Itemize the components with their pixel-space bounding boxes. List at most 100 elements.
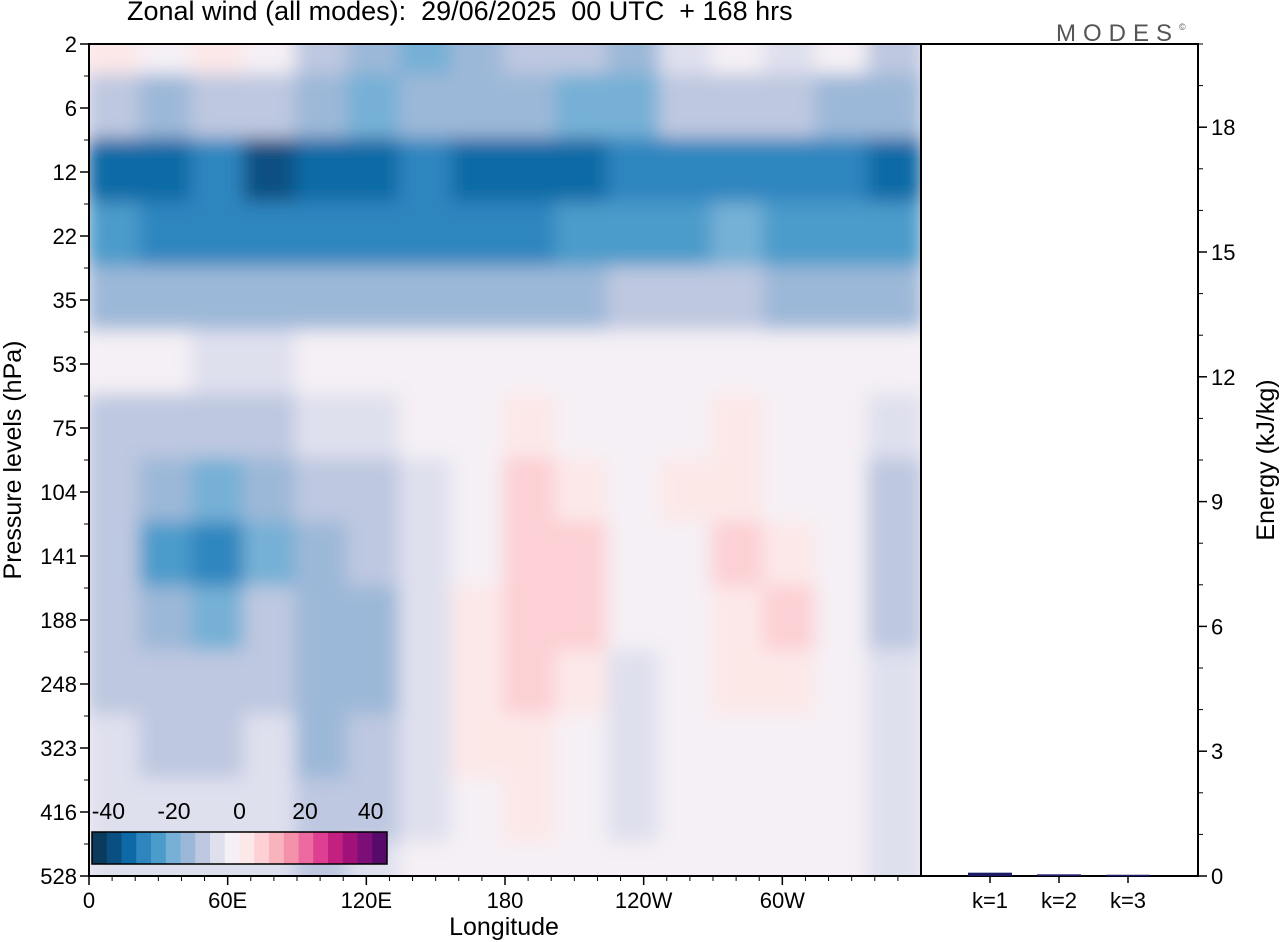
heatmap-cell [867,138,921,206]
heatmap-cell [139,650,195,718]
heatmap-cell [399,138,455,206]
heatmap-cell [555,842,611,876]
y-tick-label: 104 [40,480,77,505]
energy-bar [968,872,1012,876]
y-tick-label: 6 [65,96,77,121]
y-axis-label: Pressure levels (hPa) [0,341,27,580]
heatmap-cell [191,394,247,462]
heatmap-cell [763,202,819,270]
heatmap-cell [243,522,299,590]
heatmap-cell [503,586,559,654]
heatmap-cell [139,586,195,654]
heatmap-cell [347,138,403,206]
heatmap-cell [815,202,871,270]
heatmap-cells [89,44,921,876]
heatmap-cell [451,778,507,846]
energy-tick-label: 15 [1211,240,1235,265]
heatmap-cell [451,330,507,398]
x-tick-label: 180 [487,888,524,913]
y-tick-label: 35 [53,288,77,313]
heatmap-cell [867,842,921,876]
y-tick-label: 53 [53,352,77,377]
colorbar-swatch [136,832,152,864]
bar-category-label: k=2 [1041,888,1077,913]
heatmap-cell [763,266,819,334]
heatmap-cell [867,778,921,846]
x-tick-label: 0 [83,888,95,913]
heatmap-cell [815,266,871,334]
heatmap-cell [139,202,195,270]
heatmap-cell [659,202,715,270]
heatmap-cell [659,44,715,78]
heatmap-cell [659,586,715,654]
heatmap-cell [451,650,507,718]
heatmap-cell [607,44,663,78]
heatmap-field [89,44,921,876]
heatmap-cell [867,44,921,78]
heatmap-cell [555,138,611,206]
heatmap-cell [607,394,663,462]
heatmap-cell [399,778,455,846]
bar-panel-frame [920,43,1199,877]
colorbar-swatch [328,832,344,864]
heatmap-cell [191,522,247,590]
heatmap-cell [243,44,299,78]
heatmap-cell [451,74,507,142]
y-tick-label: 248 [40,672,77,697]
heatmap-cell [659,458,715,526]
y-tick-label: 141 [40,544,77,569]
heatmap-cell [89,202,143,270]
heatmap-cell [815,650,871,718]
heatmap-cell [503,330,559,398]
y-tick-label: 416 [40,800,77,825]
heatmap-cell [399,650,455,718]
heatmap-cell [815,458,871,526]
heatmap-cell [89,714,143,782]
heatmap-cell [555,778,611,846]
y-tick-label: 2 [65,32,77,57]
heatmap-cell [451,522,507,590]
heatmap-cell [295,394,351,462]
heatmap-cell [89,44,143,78]
colorbar-swatch [180,832,196,864]
colorbar-swatch [298,832,314,864]
heatmap-cell [711,586,767,654]
heatmap-cell [295,714,351,782]
colorbar-swatch [283,832,299,864]
heatmap-cell [399,714,455,782]
heatmap-cell [399,842,455,876]
heatmap-cell [139,394,195,462]
heatmap-cell [607,138,663,206]
colorbar-swatch [342,832,358,864]
heatmap-cell [295,266,351,334]
colorbar-swatch [121,832,137,864]
heatmap-cell [191,44,247,78]
heatmap-cell [815,586,871,654]
colorbar-swatch [269,832,285,864]
heatmap-cell [607,522,663,590]
heatmap-cell [555,330,611,398]
heatmap-cell [815,44,871,78]
bar-category-label: k=3 [1110,888,1146,913]
heatmap-cell [763,330,819,398]
heatmap-cell [815,138,871,206]
heatmap-cell [659,330,715,398]
colorbar-tick-label: 20 [292,798,318,824]
heatmap-cell [607,778,663,846]
heatmap-cell [243,586,299,654]
heatmap-cell [89,266,143,334]
heatmap-cell [139,74,195,142]
colorbar-tick-label: 40 [358,798,384,824]
y-tick-label: 528 [40,864,77,889]
heatmap-cell [555,394,611,462]
heatmap-cell [763,650,819,718]
heatmap-cell [555,266,611,334]
heatmap-cell [711,714,767,782]
y-tick-label: 75 [53,416,77,441]
heatmap-cell [295,330,351,398]
heatmap-cell [503,522,559,590]
heatmap-cell [243,394,299,462]
heatmap-cell [867,266,921,334]
heatmap-cell [815,714,871,782]
energy-axis-label: Energy (kJ/kg) [1252,379,1280,540]
